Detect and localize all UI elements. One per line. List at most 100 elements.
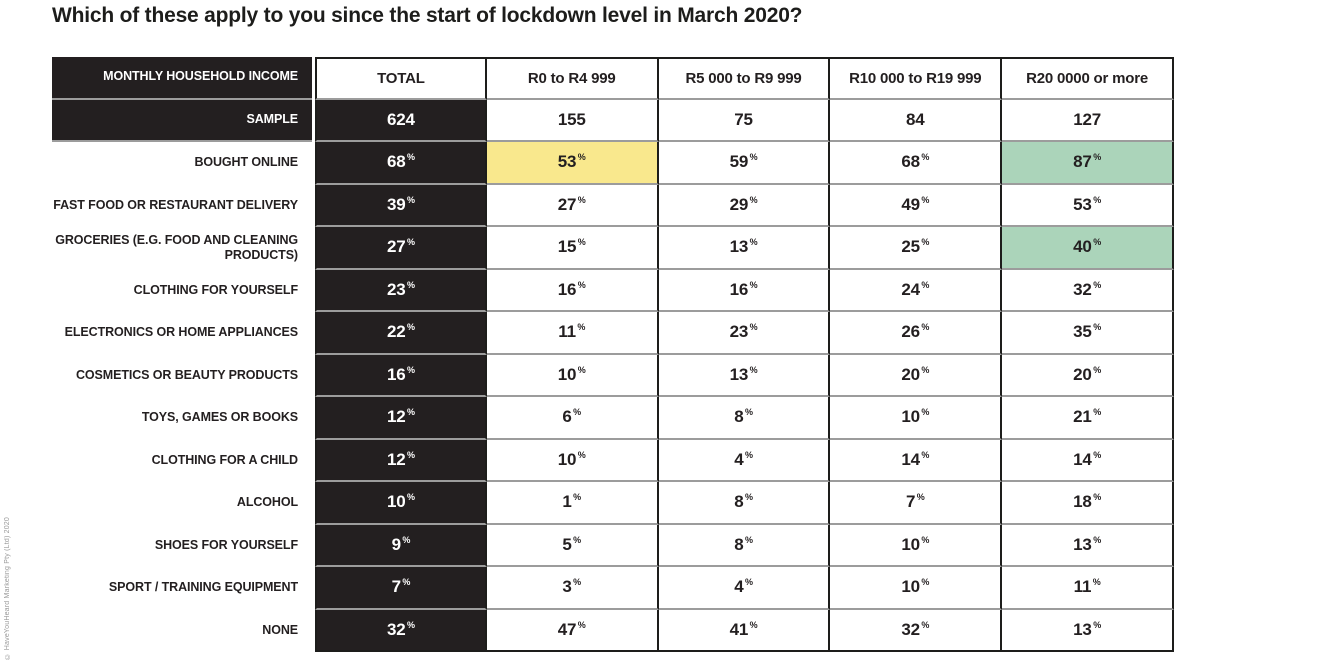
table-cell: 20%	[1002, 354, 1174, 397]
cell-value: 23	[386, 279, 406, 299]
cell-value: 3	[562, 577, 572, 597]
cell-value: 47	[557, 619, 577, 639]
table-cell-total: 39%	[315, 184, 487, 227]
cell-value: 13	[1073, 619, 1092, 639]
percent-sign: %	[921, 534, 930, 545]
cell-value: 4	[734, 577, 744, 597]
cell-value: 25	[901, 237, 920, 257]
table-cell: 7%	[830, 482, 1003, 525]
percent-sign: %	[921, 322, 930, 333]
percent-sign: %	[1093, 279, 1101, 290]
table-cell: 8%	[658, 397, 831, 440]
table-cell: 32%	[830, 609, 1003, 652]
table-cell-highlight-yellow: 53%	[486, 142, 659, 185]
table-cell: 47%	[486, 609, 659, 652]
column-header-total: TOTAL	[315, 57, 487, 100]
cell-value: 10	[901, 407, 920, 427]
cell-value: 8	[734, 407, 744, 427]
cell-value: 21	[1073, 407, 1092, 427]
column-header-r20000-or-more: R20 0000 or more	[1002, 57, 1174, 100]
percent-sign: %	[577, 279, 586, 290]
cell-value: 59	[729, 152, 749, 172]
percent-sign: %	[407, 152, 415, 163]
table-cell: 24%	[830, 269, 1003, 312]
cell-value: 87	[1073, 152, 1092, 172]
cell-value: 68	[386, 152, 406, 172]
table-cell: 32%	[1002, 269, 1174, 312]
percent-sign: %	[749, 152, 758, 163]
sample-total: 624	[315, 99, 487, 142]
table-cell: 10%	[830, 567, 1003, 610]
table-cell: 14%	[830, 439, 1003, 482]
percent-sign: %	[573, 492, 581, 503]
percent-sign: %	[577, 364, 586, 375]
percent-sign: %	[1093, 194, 1101, 205]
cell-value: 10	[901, 534, 920, 554]
row-label-shoes: SHOES FOR YOURSELF	[154, 537, 298, 552]
table-cell: 16%	[658, 269, 831, 312]
percent-sign: %	[577, 152, 586, 163]
row-label-cosmetics: COSMETICS OR BEAUTY PRODUCTS	[76, 367, 298, 382]
cell-value: 5	[562, 534, 572, 554]
cell-value: 13	[729, 364, 749, 384]
percent-sign: %	[577, 237, 586, 248]
percent-sign: %	[1093, 407, 1101, 418]
cell-value: 40	[1073, 237, 1092, 257]
table-cell-total: 7%	[315, 567, 487, 610]
row-label-toys: TOYS, GAMES OR BOOKS	[141, 410, 298, 425]
table-cell: 13%	[1002, 609, 1174, 652]
row-label-sport: SPORT / TRAINING EQUIPMENT	[108, 580, 298, 595]
cell-value: 12	[386, 449, 406, 469]
cell-value: 20	[901, 364, 920, 384]
cell-value: 15	[557, 237, 577, 257]
percent-sign: %	[407, 194, 415, 205]
table-cell-highlight-green: 40%	[1002, 227, 1174, 270]
column-header-r10000-r19999: R10 000 to R19 999	[830, 57, 1003, 100]
percent-sign: %	[407, 322, 415, 333]
table-cell: 18%	[1002, 482, 1174, 525]
percent-sign: %	[407, 364, 415, 375]
cell-value: 39	[386, 194, 406, 214]
table-cell: 8%	[658, 482, 831, 525]
cell-value: 24	[901, 279, 920, 299]
percent-sign: %	[744, 449, 753, 460]
table-cell: 13%	[1002, 524, 1174, 567]
percent-sign: %	[921, 449, 930, 460]
percent-sign: %	[1093, 449, 1101, 460]
cell-value: 35	[1073, 322, 1092, 342]
row-label-alcohol: ALCOHOL	[236, 495, 298, 510]
percent-sign: %	[749, 364, 758, 375]
column-header-r5000-r9999: R5 000 to R9 999	[658, 57, 831, 100]
table-cell: 25%	[830, 227, 1003, 270]
cell-value: 41	[729, 619, 749, 639]
percent-sign: %	[1092, 577, 1101, 588]
table-cell-total: 27%	[315, 227, 487, 270]
table-cell: 5%	[486, 524, 659, 567]
percent-sign: %	[921, 237, 930, 248]
cell-value: 9	[391, 534, 401, 554]
sample-cell: 155	[486, 99, 659, 142]
column-header-r0-r4999: R0 to R4 999	[486, 57, 659, 100]
table-cell: 4%	[658, 439, 831, 482]
row-label-clothing-yourself: CLOTHING FOR YOURSELF	[133, 282, 298, 297]
percent-sign: %	[577, 194, 586, 205]
table-cell: 13%	[658, 227, 831, 270]
percent-sign: %	[407, 279, 415, 290]
percent-sign: %	[407, 619, 415, 630]
table-cell: 26%	[830, 312, 1003, 355]
cell-value: 53	[557, 152, 577, 172]
percent-sign: %	[749, 279, 758, 290]
percent-sign: %	[749, 322, 758, 333]
percent-sign: %	[916, 492, 925, 503]
percent-sign: %	[744, 407, 753, 418]
table-cell-total: 23%	[315, 269, 487, 312]
cell-value: 27	[557, 194, 577, 214]
percent-sign: %	[402, 577, 411, 588]
cell-value: 8	[734, 492, 744, 512]
table-cell-total: 16%	[315, 354, 487, 397]
income-survey-table: MONTHLY HOUSEHOLD INCOME TOTAL R0 to R4 …	[52, 57, 1174, 652]
row-label-none: NONE	[262, 622, 298, 637]
row-label-electronics: ELECTRONICS OR HOME APPLIANCES	[64, 325, 298, 340]
cell-value: 53	[1073, 194, 1092, 214]
